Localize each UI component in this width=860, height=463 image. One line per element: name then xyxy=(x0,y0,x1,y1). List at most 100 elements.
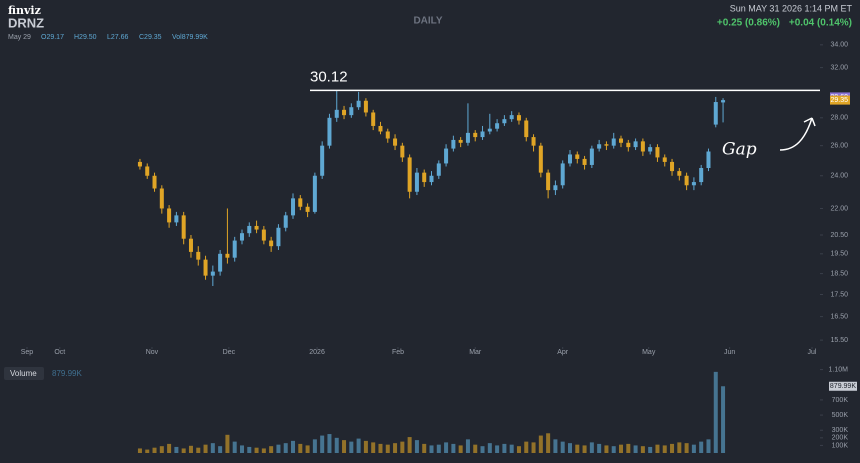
candle-body xyxy=(444,148,449,164)
candle-body xyxy=(721,100,726,103)
candle-body xyxy=(480,131,485,138)
volume-tag-label: 879.99K xyxy=(830,383,856,390)
candle-body xyxy=(407,157,412,192)
ohlc-low: L27.66 xyxy=(107,34,129,41)
candle-body xyxy=(429,175,434,183)
candle-body xyxy=(531,137,536,146)
candle-body xyxy=(320,145,325,176)
candle-body xyxy=(371,112,376,126)
y-tick-label: 34.00 xyxy=(830,42,848,49)
candle-body xyxy=(495,123,500,129)
y-tick-label: 15.50 xyxy=(830,337,848,344)
volume-tick-label: 300K xyxy=(832,427,849,434)
annotation-arrow xyxy=(779,117,816,151)
x-tick-label: Nov xyxy=(146,349,159,356)
candle-body xyxy=(473,132,478,138)
candle-body xyxy=(538,145,543,173)
candle-body xyxy=(691,182,696,186)
candle-body xyxy=(298,198,303,207)
volume-tick-label: 700K xyxy=(832,397,849,404)
candle-body xyxy=(604,144,609,146)
candle-body xyxy=(458,139,463,143)
candle-body xyxy=(597,144,602,149)
candle-body xyxy=(356,100,361,108)
volume-value: 879.99K xyxy=(52,369,82,378)
candle-body xyxy=(174,215,179,223)
y-tick-label: 17.50 xyxy=(830,291,848,298)
candle-body xyxy=(152,175,157,189)
ohlc-high: H29.50 xyxy=(74,34,97,41)
annotation: Gap xyxy=(722,140,757,160)
candle-body xyxy=(648,147,653,152)
candle-body xyxy=(181,215,186,239)
candle-body xyxy=(210,271,215,276)
candle-body xyxy=(655,147,660,158)
x-tick-label: May xyxy=(642,349,656,356)
candle-body xyxy=(575,154,580,159)
y-tick-label: 26.00 xyxy=(830,143,848,150)
candle-body xyxy=(167,208,172,223)
x-tick-label: 2026 xyxy=(309,349,325,356)
candle-body xyxy=(261,229,266,241)
candle-body xyxy=(225,253,230,258)
candle-body xyxy=(385,131,390,139)
y-tick-label: 24.00 xyxy=(830,173,848,180)
candle-body xyxy=(196,251,201,260)
candle-body xyxy=(633,141,638,148)
ohlc-volume: Vol879.99K xyxy=(172,34,208,41)
candle-body xyxy=(218,253,223,272)
ohlc-close: C29.35 xyxy=(139,34,162,41)
candle-body xyxy=(706,151,711,169)
y-tick-label: 19.50 xyxy=(830,251,848,258)
candle-body xyxy=(436,163,441,176)
volume-tick-label: 200K xyxy=(832,435,849,442)
candle-body xyxy=(699,168,704,183)
candle-body xyxy=(232,240,237,258)
candle-body xyxy=(626,142,631,148)
price-tag-label: 29.35 xyxy=(830,97,848,104)
candle-body xyxy=(188,238,193,252)
volume-label: Volume xyxy=(10,369,37,378)
candle-body xyxy=(465,132,470,143)
candle-body xyxy=(363,100,368,113)
candle-body xyxy=(611,138,616,146)
x-tick-label: Jul xyxy=(808,349,817,356)
ohlc-open: O29.17 xyxy=(41,34,64,41)
after-hours-change: +0.04 (0.14%) xyxy=(789,18,852,29)
candle-body xyxy=(283,215,288,228)
candle-body xyxy=(312,175,317,212)
x-tick-label: Jun xyxy=(724,349,735,356)
candle-body xyxy=(422,172,427,183)
candle-body xyxy=(684,175,689,186)
candle-body xyxy=(713,102,718,125)
interval: DAILY xyxy=(413,16,442,27)
volume-tag xyxy=(829,381,857,391)
x-tick-label: Sep xyxy=(21,349,34,356)
resistance-label: 30.12 xyxy=(310,68,348,85)
candle-body xyxy=(342,109,347,116)
x-tick-label: Feb xyxy=(392,349,404,356)
candle-body xyxy=(378,125,383,132)
candle-body xyxy=(662,157,667,162)
candle-body xyxy=(640,141,645,152)
candle-body xyxy=(414,172,419,192)
candle-body xyxy=(619,138,624,143)
y-tick-label: 16.50 xyxy=(830,313,848,320)
x-tick-label: Apr xyxy=(557,349,569,356)
candle-body xyxy=(203,259,208,276)
candle-body xyxy=(502,119,507,124)
candle-body xyxy=(509,115,514,120)
candle-body xyxy=(670,161,675,172)
candle-body xyxy=(247,225,252,234)
price-change: +0.25 (0.86%) xyxy=(717,18,780,29)
candle-body xyxy=(400,145,405,158)
candle-body xyxy=(137,161,142,167)
x-tick-label: Mar xyxy=(469,349,482,356)
candle-body xyxy=(487,128,492,132)
candle-body xyxy=(327,117,332,146)
candle-body xyxy=(276,227,281,247)
y-tick-label: 18.50 xyxy=(830,270,848,277)
x-tick-label: Dec xyxy=(223,349,236,356)
y-tick-label: 32.00 xyxy=(830,64,848,71)
candle-body xyxy=(516,115,521,121)
